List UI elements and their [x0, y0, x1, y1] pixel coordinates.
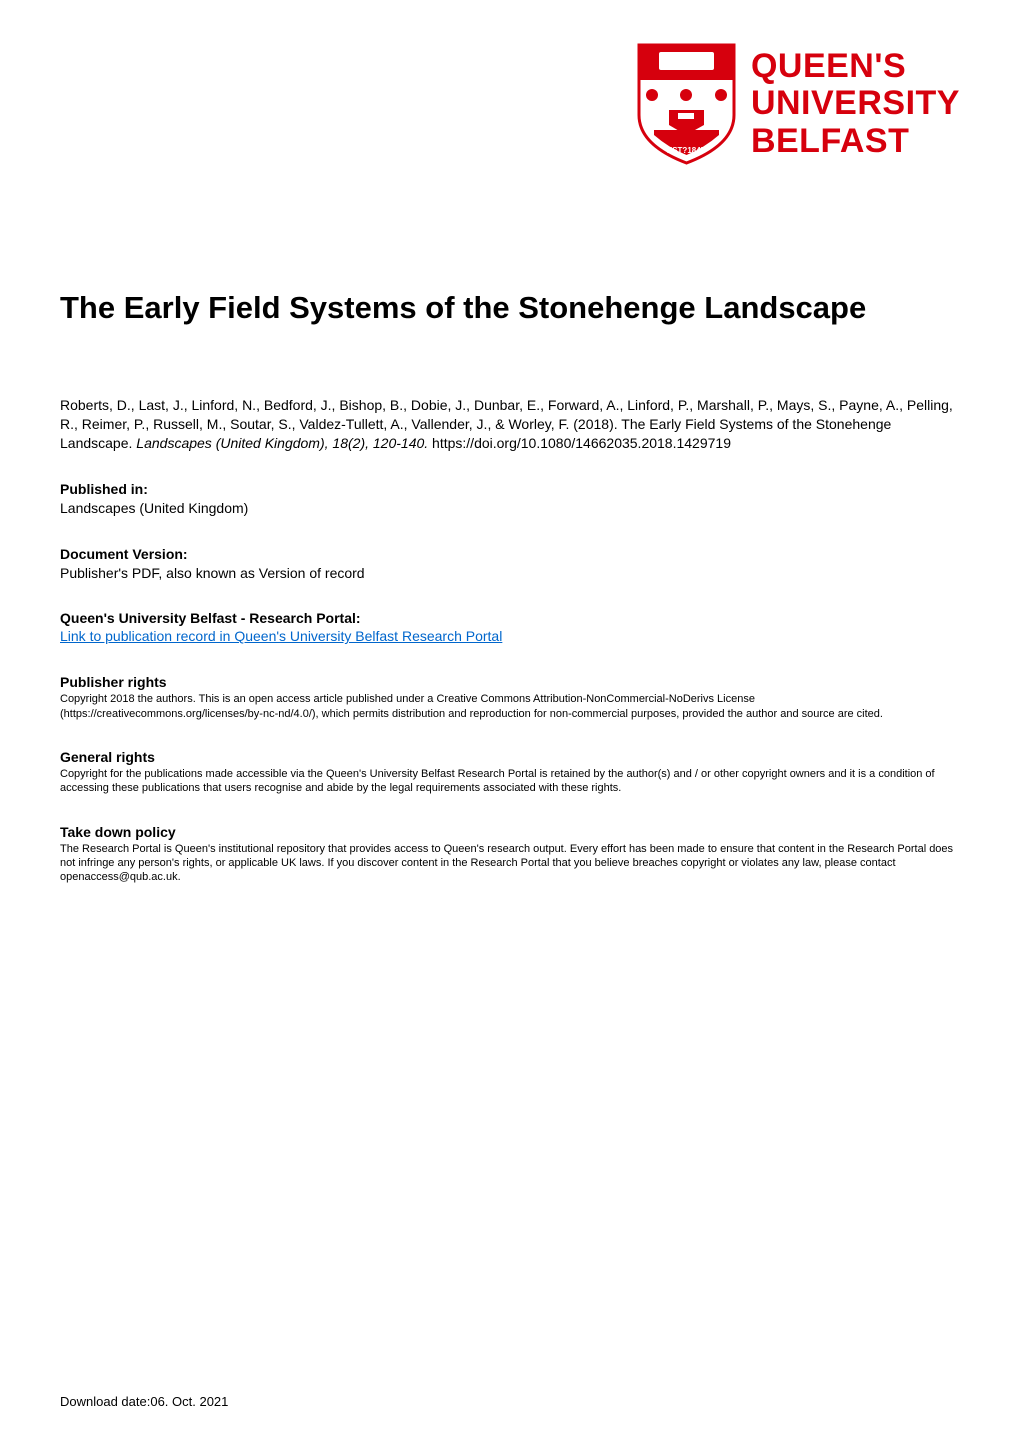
logo-est-text: EST?1845 [667, 146, 706, 155]
logo-shield: EST?1845 [634, 40, 739, 168]
citation-doi: https://doi.org/10.1080/14662035.2018.14… [432, 435, 731, 451]
download-date: Download date:06. Oct. 2021 [60, 1394, 228, 1409]
logo-line-2: UNIVERSITY [751, 85, 960, 122]
document-version-section: Document Version: Publisher's PDF, also … [60, 546, 960, 583]
general-rights-body: Copyright for the publications made acce… [60, 767, 960, 796]
citation-volume-pages: , 18(2), 120-140. [325, 435, 432, 451]
general-rights-section: General rights Copyright for the publica… [60, 749, 960, 796]
footer: Download date:06. Oct. 2021 [60, 1394, 228, 1409]
take-down-body: The Research Portal is Queen's instituti… [60, 842, 960, 885]
research-portal-link[interactable]: Link to publication record in Queen's Un… [60, 628, 502, 644]
citation-journal: Landscapes (United Kingdom) [136, 435, 324, 451]
university-logo: EST?1845 QUEEN'S UNIVERSITY BELFAST [634, 40, 960, 168]
general-rights-heading: General rights [60, 749, 960, 765]
published-in-heading: Published in: [60, 481, 960, 497]
document-version-heading: Document Version: [60, 546, 960, 562]
main-content: The Early Field Systems of the Stoneheng… [60, 290, 960, 913]
logo-line-3: BELFAST [751, 123, 960, 160]
published-in-section: Published in: Landscapes (United Kingdom… [60, 481, 960, 518]
logo-wordmark: QUEEN'S UNIVERSITY BELFAST [751, 48, 960, 160]
take-down-section: Take down policy The Research Portal is … [60, 824, 960, 885]
publisher-rights-section: Publisher rights Copyright 2018 the auth… [60, 674, 960, 721]
research-portal-section: Queen's University Belfast - Research Po… [60, 610, 960, 646]
research-portal-heading: Queen's University Belfast - Research Po… [60, 610, 960, 626]
shield-icon: EST?1845 [634, 40, 739, 168]
document-version-body: Publisher's PDF, also known as Version o… [60, 564, 960, 583]
citation-block: Roberts, D., Last, J., Linford, N., Bedf… [60, 396, 960, 453]
logo-line-1: QUEEN'S [751, 48, 960, 85]
take-down-heading: Take down policy [60, 824, 960, 840]
publisher-rights-body: Copyright 2018 the authors. This is an o… [60, 692, 960, 721]
publisher-rights-heading: Publisher rights [60, 674, 960, 690]
paper-title: The Early Field Systems of the Stoneheng… [60, 290, 960, 326]
published-in-body: Landscapes (United Kingdom) [60, 499, 960, 518]
